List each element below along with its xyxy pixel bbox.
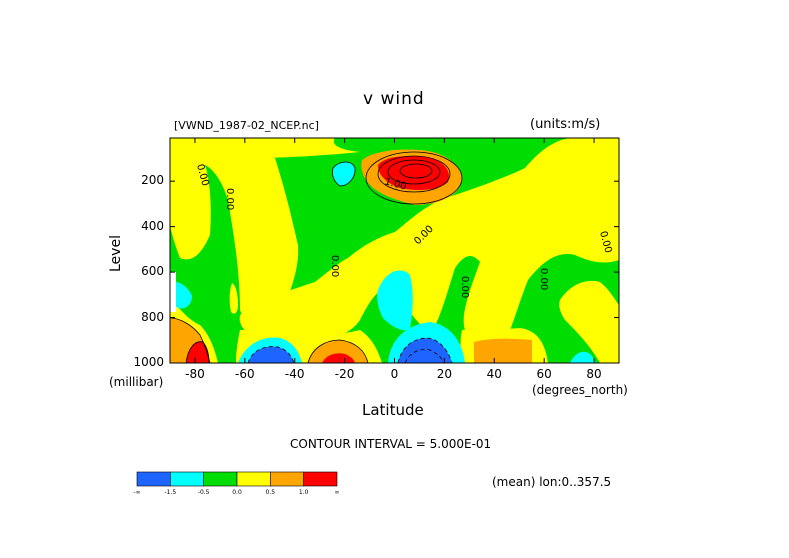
- contour-line: [365, 151, 463, 205]
- y-axis-label: Level: [108, 235, 124, 272]
- missing-data-patch: [170, 272, 176, 312]
- mean-label: (mean) lon:0..357.5: [492, 475, 612, 489]
- contour-line: [307, 339, 369, 363]
- colorbar-tick-label: 0.0: [232, 489, 242, 496]
- contour-fill: [170, 138, 619, 363]
- fill-orange-bottom-mid: [308, 340, 368, 363]
- units-label: (units:m/s): [530, 117, 601, 132]
- fill-red-upper: [378, 156, 450, 190]
- x-tick-label: -20: [334, 367, 355, 381]
- x-axis-label: Latitude: [362, 401, 424, 419]
- x-tick-label: -40: [284, 367, 305, 381]
- colorbar-swatch: [303, 471, 338, 487]
- colorbar: [136, 471, 338, 487]
- x-axis-ticks: [194, 138, 595, 363]
- colorbar-swatch: [236, 471, 271, 487]
- contour-line: [397, 337, 453, 363]
- colorbar-swatch: [136, 471, 171, 487]
- colorbar-tick-label: 0.5: [265, 489, 276, 496]
- colorbar-tick-label: -1.5: [164, 489, 177, 496]
- colorbar-swatch: [203, 471, 238, 487]
- contour-line: [332, 161, 356, 187]
- colorbar-tick-label: -0.5: [197, 489, 210, 496]
- contour-label: 0.00: [538, 268, 549, 290]
- x-tick-label: 0: [390, 367, 399, 381]
- contour-line: [247, 346, 295, 363]
- x-tick-label: 20: [436, 367, 453, 381]
- contour-line: [377, 155, 451, 193]
- fill-cyan-mid: [377, 270, 413, 331]
- colorbar-swatch: [170, 471, 204, 487]
- y-axis-ticks: [170, 180, 619, 364]
- y-tick-label: 400: [141, 218, 164, 233]
- x-axis-units: (degrees_north): [532, 383, 628, 397]
- contour-line: [387, 159, 441, 185]
- fill-orange-bottom-right: [474, 338, 532, 363]
- y-axis-units: (millibar): [109, 375, 164, 389]
- fill-cyan-right-corner: [570, 351, 596, 363]
- x-tick-label: -80: [185, 367, 205, 381]
- colorbar-tick-label: 1.0: [298, 489, 309, 496]
- fill-yellow-right-low: [559, 280, 619, 363]
- fill-blue-bottom-center: [398, 338, 452, 363]
- fill-red-bottom-mid: [322, 353, 355, 363]
- y-tick-label: 200: [141, 173, 164, 188]
- fill-yellow-right-top: [528, 160, 619, 243]
- contour-line: [404, 349, 445, 363]
- x-tick-label: 80: [586, 367, 602, 381]
- contour-lines: [170, 151, 463, 363]
- contour-line: [170, 317, 211, 363]
- contour-line: [399, 163, 433, 179]
- x-tick-label: 60: [536, 367, 552, 381]
- contour-label: 0.00: [459, 276, 470, 298]
- colorbar-tick-label: -∞: [133, 489, 141, 496]
- fill-blue-bottom-left: [248, 346, 294, 363]
- fill-cyan-upper: [332, 162, 356, 186]
- contour-label: 0.00: [224, 188, 235, 210]
- fill-yellow-mid-plain: [239, 138, 619, 344]
- fill-yellow-left-column: [170, 156, 299, 327]
- colorbar-swatch: [270, 471, 304, 487]
- contour-interval-label: CONTOUR INTERVAL = 5.000E-01: [290, 437, 492, 451]
- source-label: [VWND_1987-02_NCEP.nc]: [174, 119, 319, 132]
- fill-yellow-left-strip: [229, 283, 238, 314]
- colorbar-tick-label: ∞: [334, 489, 340, 496]
- y-tick-label: 600: [141, 264, 164, 279]
- x-tick-label: 40: [486, 367, 502, 381]
- y-tick-label: 800: [141, 309, 164, 324]
- fill-yellow-upper-left: [170, 138, 360, 168]
- y-tick-label: 1000: [133, 355, 164, 369]
- contour-line: [185, 341, 210, 363]
- x-tick-label: -60: [235, 367, 255, 381]
- chart-title: v wind: [363, 89, 425, 109]
- contour-label: 0.00: [329, 255, 340, 277]
